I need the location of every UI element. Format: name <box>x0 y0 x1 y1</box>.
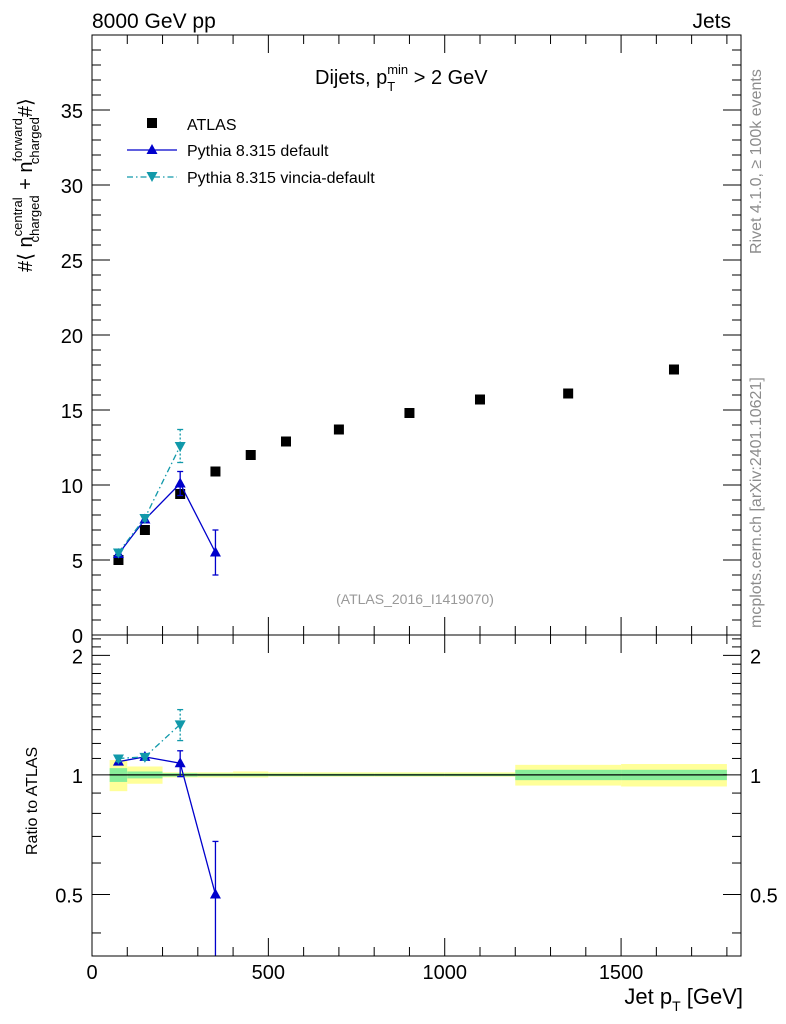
main-ylabel-mid: + n <box>15 161 37 195</box>
rivet-info: Rivet 4.1.0, ≥ 100k events <box>748 69 765 254</box>
ratio-ytick-label: 0.5 <box>55 885 83 907</box>
mcplots-info: mcplots.cern.ch [arXiv:2401.10621] <box>748 377 765 628</box>
ratio-pythia-default-line <box>118 756 217 895</box>
main-axis-ticks: 0 5 10 15 20 25 30 35 <box>61 35 741 648</box>
main-atlas-point <box>113 555 124 565</box>
main-ylabel: #⟨ ncentral charged + nforward charged#⟩ <box>10 98 42 272</box>
main-ytick-label: 20 <box>61 326 83 348</box>
legend-marker-atlas <box>147 118 157 128</box>
main-ytick-label: 0 <box>72 626 83 648</box>
main-atlas-point <box>210 466 221 477</box>
legend-label-atlas: ATLAS <box>187 117 237 134</box>
legend-marker-pythia-default <box>146 144 158 154</box>
main-pythia-vincia-point <box>139 514 151 524</box>
ratio-panel: 0.5 0.5 1 1 2 2 0 500 1000 1500 Ratio to ATLAS Je… <box>24 634 778 1014</box>
ratio-pythia-vincia-line <box>118 723 181 760</box>
main-title-sub: T <box>387 79 395 94</box>
main-data-layer <box>112 364 679 576</box>
legend: ATLAS Pythia 8.315 default Pythia 8.315 … <box>127 117 375 187</box>
main-pythia-default-line <box>117 482 217 555</box>
ratio-xlabel-sub: T <box>672 998 681 1014</box>
ratio-xlabel: Jet pT [GeV] <box>624 984 743 1014</box>
analysis-watermark: (ATLAS_2016_I1419070) <box>336 591 494 607</box>
main-atlas-point <box>474 394 485 405</box>
main-ylabel-sup1: central <box>10 197 25 236</box>
main-title: Dijets, pTmin > 2 GeV <box>315 62 488 94</box>
main-ytick-label: 30 <box>61 176 83 198</box>
main-atlas-point <box>668 364 679 375</box>
ratio-ytick-label-right: 1 <box>750 766 761 788</box>
main-pythia-default-point <box>209 546 221 557</box>
main-ylabel-sub2: charged <box>27 117 42 164</box>
main-ylabel-sub1: charged <box>27 195 42 242</box>
main-ylabel-sup2: forward <box>10 118 25 161</box>
ratio-xtick-label: 1000 <box>422 962 467 984</box>
ratio-xtick-label: 1500 <box>599 962 644 984</box>
main-atlas-point <box>333 424 344 435</box>
header-right: Jets <box>692 10 731 33</box>
main-atlas-point <box>139 525 150 535</box>
legend-label-pythia-vincia: Pythia 8.315 vincia-default <box>187 170 375 187</box>
main-ytick-label: 25 <box>61 251 83 273</box>
main-ytick-label: 35 <box>61 101 83 123</box>
main-title-sup: min <box>387 62 408 77</box>
ratio-pythia-vincia-point <box>139 752 151 763</box>
legend-marker-pythia-vincia <box>146 172 158 182</box>
ratio-plot-frame <box>91 634 742 957</box>
main-ytick-label: 5 <box>72 551 83 573</box>
ratio-xlabel-pre: Jet p <box>624 984 672 1009</box>
main-ytick-label: 10 <box>61 476 83 498</box>
main-atlas-point <box>280 436 291 447</box>
main-panel: 0 5 10 15 20 25 30 35 Dijets, pTmin > 2 GeV #⟨ … <box>10 34 742 648</box>
main-atlas-point <box>245 450 256 460</box>
ratio-axis-ticks: 0.5 0.5 1 1 2 2 0 500 1000 1500 <box>55 635 778 984</box>
main-ylabel-close: #⟩ <box>15 98 37 117</box>
ratio-ytick-label: 2 <box>72 646 83 668</box>
main-pythia-default-point <box>174 477 186 488</box>
main-atlas-point <box>563 388 574 399</box>
ratio-uncertainty-bands <box>109 760 727 792</box>
ratio-data-layer <box>112 708 221 956</box>
ratio-ytick-label-right: 0.5 <box>750 885 778 907</box>
main-title-post: > 2 GeV <box>408 67 488 89</box>
ratio-pythia-default-point <box>174 757 186 768</box>
main-pythia-vincia-point <box>174 442 186 452</box>
main-ytick-label: 15 <box>61 401 83 423</box>
ratio-xlabel-post: [GeV] <box>681 984 743 1009</box>
main-atlas-point <box>404 408 415 418</box>
ratio-xtick-label: 500 <box>252 962 285 984</box>
ratio-ytick-label-right: 2 <box>750 646 761 668</box>
ratio-pythia-vincia-point <box>112 754 124 765</box>
ratio-pythia-default-point <box>209 888 221 899</box>
main-pythia-vincia-point <box>112 548 124 559</box>
ratio-pythia-vincia-point <box>174 720 186 731</box>
ratio-ytick-label: 1 <box>72 766 83 788</box>
main-pythia-vincia-line <box>117 445 181 553</box>
main-title-pre: Dijets, p <box>315 67 387 89</box>
ratio-xtick-label: 0 <box>86 962 97 984</box>
ratio-ylabel: Ratio to ATLAS <box>24 747 41 855</box>
legend-label-pythia-default: Pythia 8.315 default <box>187 143 329 160</box>
main-ylabel-open: #⟨ n <box>15 236 37 272</box>
header-left: 8000 GeV pp <box>92 10 216 33</box>
